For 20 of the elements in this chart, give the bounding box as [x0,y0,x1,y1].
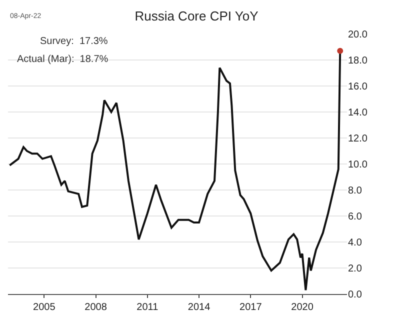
x-tick-label: 2008 [84,302,108,313]
chart-title: Russia Core CPI YoY [134,8,259,24]
x-tick-label: 2005 [33,302,56,313]
y-tick-label: 4.0 [348,238,362,248]
x-tick-label: 2011 [136,302,159,313]
x-tick-label: 2017 [240,302,262,313]
x-tick-label: 2014 [188,302,211,313]
y-tick-label: 18.0 [348,56,368,66]
annotation: Survey: 17.3% [40,36,108,47]
y-tick-label: 14.0 [348,108,368,118]
y-tick-label: 8.0 [348,186,362,196]
y-tick-label: 20.0 [348,30,368,40]
y-tick-label: 2.0 [348,264,362,274]
y-tick-label: 6.0 [348,212,362,222]
y-tick-label: 16.0 [348,82,368,92]
y-tick-label: 10.0 [348,160,368,170]
x-tick-label: 2020 [291,302,314,313]
annotation: Actual (Mar): 18.7% [17,54,108,65]
y-tick-label: 12.0 [348,134,368,144]
y-tick-label: 0.0 [348,290,362,300]
